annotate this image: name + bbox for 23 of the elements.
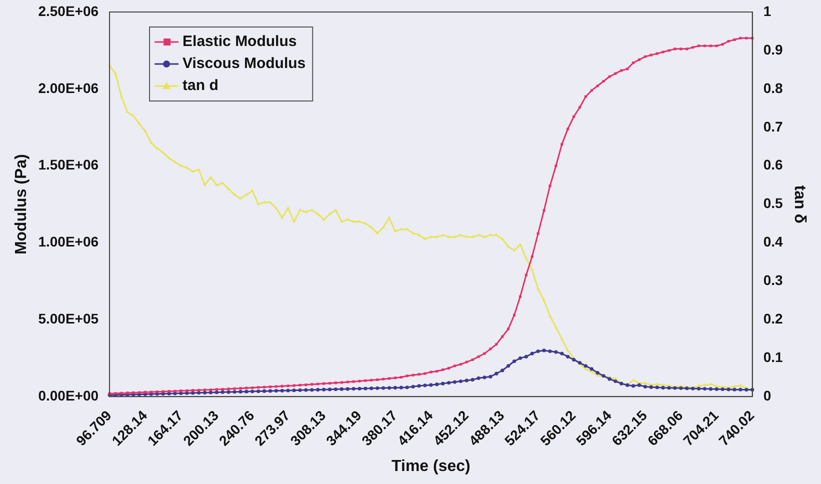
x-axis-title: Time (sec) bbox=[392, 458, 470, 475]
y-tick-label: 1.00E+06 bbox=[38, 234, 99, 250]
y2-tick-label: 0.7 bbox=[763, 118, 784, 134]
y2-tick-label: 1 bbox=[763, 2, 772, 19]
y2-tick-label: 0.4 bbox=[763, 234, 784, 250]
y-tick-label: 2.00E+06 bbox=[38, 80, 99, 96]
legend-label: Elastic Modulus bbox=[182, 33, 297, 50]
y-tick-label: 5.00E+05 bbox=[38, 310, 99, 327]
legend-label: Viscous Modulus bbox=[182, 55, 306, 72]
y2-tick-label: 0 bbox=[763, 388, 772, 404]
y2-axis-title: tan δ bbox=[790, 185, 808, 224]
y2-tick-label: 0.5 bbox=[763, 195, 784, 212]
y-axis-title: Modulus (Pa) bbox=[13, 154, 30, 255]
y-tick-label: 1.50E+06 bbox=[38, 156, 99, 173]
y2-tick-label: 0.9 bbox=[763, 41, 784, 58]
y2-tick-label: 0.1 bbox=[763, 349, 784, 366]
legend-label: tan d bbox=[182, 77, 218, 94]
y2-tick-label: 0.2 bbox=[763, 310, 784, 327]
y-tick-label: 0.00E+00 bbox=[38, 388, 99, 404]
y2-tick-label: 0.6 bbox=[763, 156, 784, 173]
y2-tick-label: 0.8 bbox=[763, 80, 784, 96]
y2-tick-label: 0.3 bbox=[763, 272, 784, 288]
y-tick-label: 2.50E+06 bbox=[38, 2, 99, 19]
